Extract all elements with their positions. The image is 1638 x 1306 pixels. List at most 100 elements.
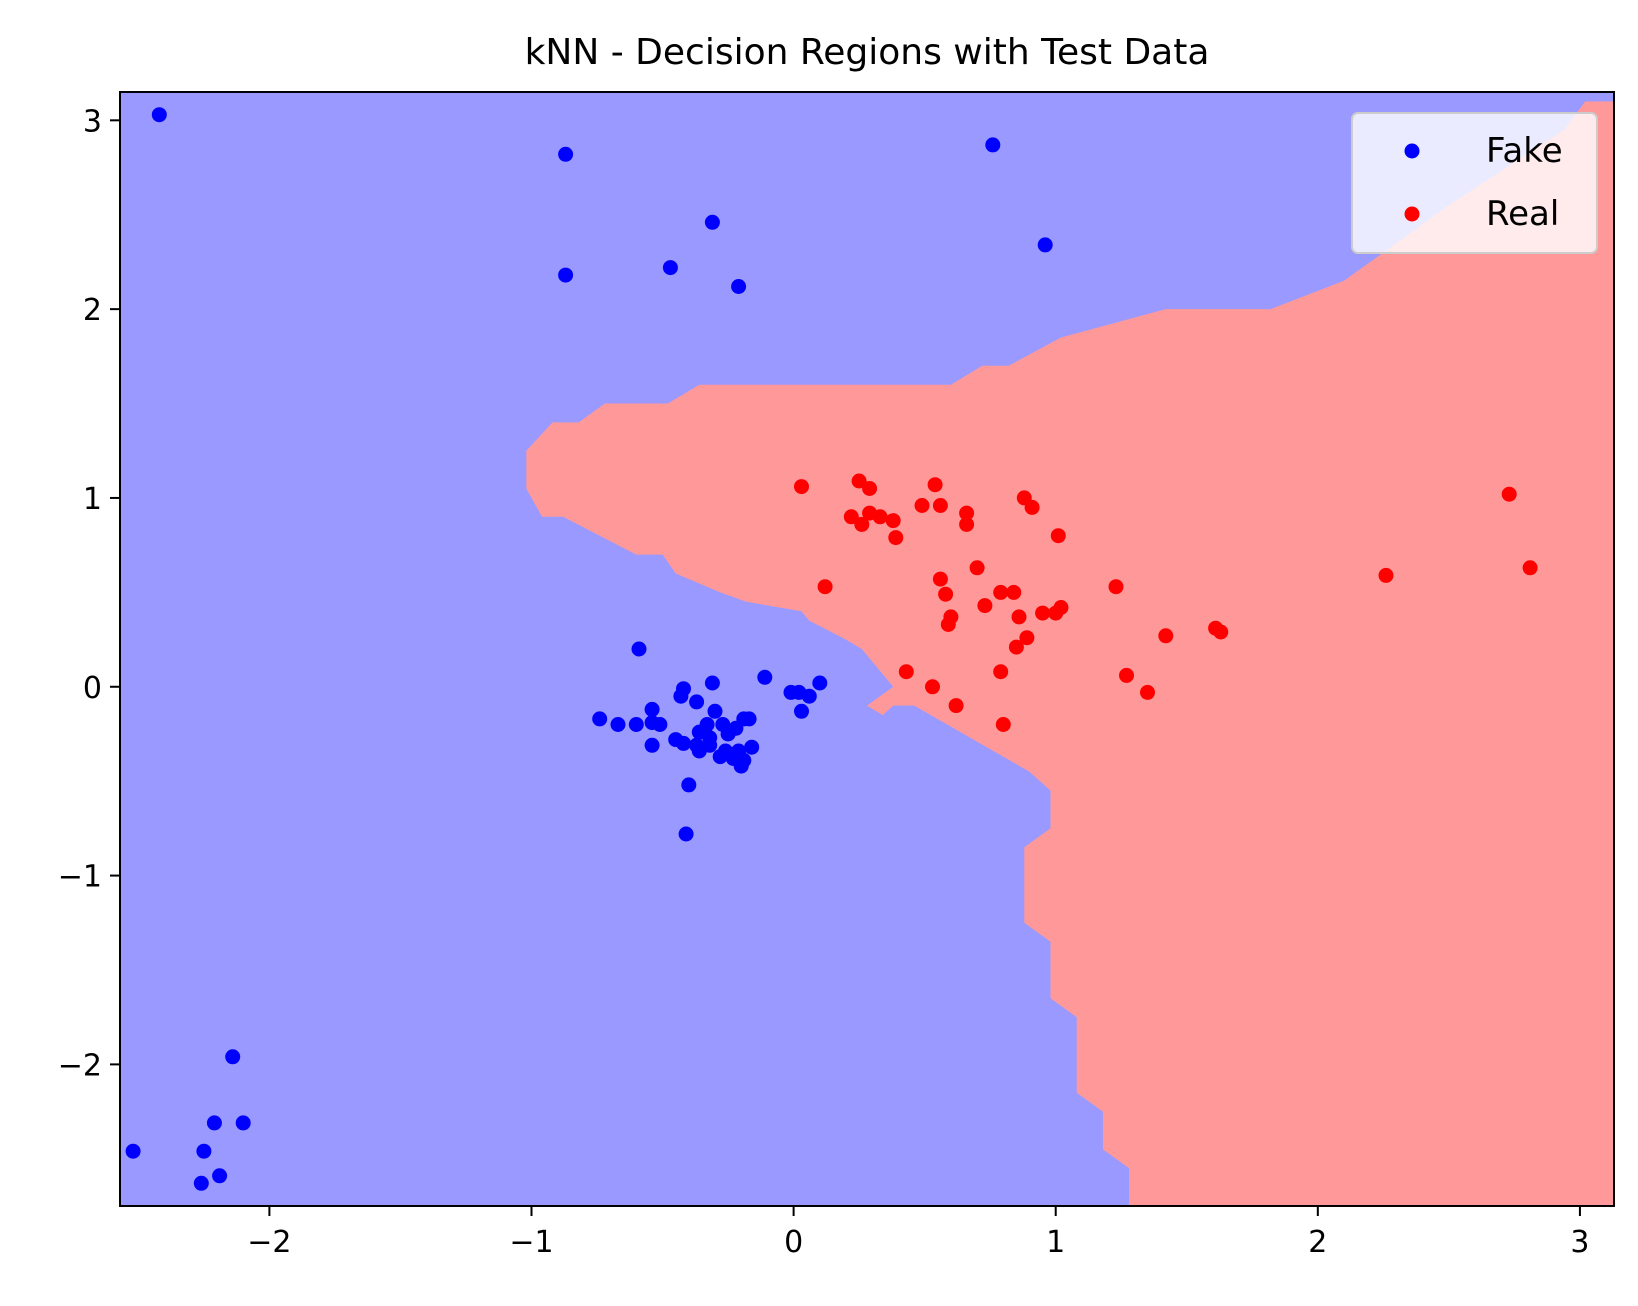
point-real [1024, 499, 1040, 515]
point-real [959, 505, 975, 521]
y-tick-label: −2 [58, 1048, 102, 1083]
point-fake [689, 694, 705, 710]
point-fake [757, 669, 773, 685]
legend-label-fake: Fake [1486, 131, 1563, 171]
y-tick-label: 2 [83, 293, 102, 328]
point-fake [206, 1115, 222, 1131]
point-real [1378, 567, 1394, 583]
point-real [843, 509, 859, 525]
point-fake [801, 688, 817, 704]
point-real [1019, 630, 1035, 646]
legend-label-real: Real [1486, 194, 1559, 234]
point-fake [631, 641, 647, 657]
point-real [1006, 584, 1022, 600]
point-real [932, 498, 948, 513]
point-fake [812, 675, 828, 691]
point-fake [733, 758, 749, 774]
point-real [1119, 667, 1134, 683]
legend-marker-real [1404, 206, 1420, 222]
point-real [1048, 605, 1064, 621]
point-fake [741, 711, 757, 727]
point-real [854, 516, 870, 532]
plot-frame [119, 91, 1615, 1207]
point-real [977, 598, 993, 614]
point-fake [558, 267, 574, 283]
point-real [938, 586, 954, 602]
point-real [851, 473, 867, 489]
point-real [885, 513, 901, 529]
point-fake [704, 214, 720, 230]
point-fake [125, 1143, 141, 1159]
point-fake [558, 146, 574, 162]
point-fake [652, 717, 668, 732]
y-tick-label: −1 [58, 860, 102, 895]
point-real [995, 717, 1011, 732]
point-fake [644, 701, 660, 717]
legend-marker-fake [1404, 143, 1420, 159]
point-real [993, 584, 1009, 600]
x-tick-label: 3 [1570, 1225, 1589, 1260]
x-tick-label: −1 [509, 1225, 553, 1260]
chart-title: kNN - Decision Regions with Test Data [525, 32, 1210, 73]
point-real [1008, 639, 1024, 655]
point-fake [731, 279, 747, 294]
point-real [932, 571, 948, 587]
legend: Fake Real [1351, 112, 1598, 254]
point-real [927, 477, 943, 493]
point-fake [644, 737, 660, 753]
data-points [125, 107, 1538, 1191]
point-real [817, 579, 833, 595]
point-fake [678, 826, 694, 842]
point-fake [628, 717, 644, 732]
x-tick-label: −2 [247, 1225, 291, 1260]
point-real [1140, 684, 1155, 700]
point-fake [592, 711, 608, 727]
point-real [1108, 579, 1124, 595]
point-fake [196, 1143, 212, 1159]
y-tick-label: 3 [83, 104, 102, 139]
point-fake [985, 137, 1001, 153]
point-fake [662, 260, 678, 276]
point-fake [707, 703, 723, 719]
point-real [888, 530, 904, 546]
point-real [925, 679, 940, 695]
point-fake [691, 743, 707, 759]
x-axis: −2 −1 0 1 2 3 [247, 1206, 1589, 1260]
point-real [1522, 560, 1538, 576]
point-fake [720, 726, 736, 742]
point-real [969, 560, 985, 576]
x-tick-label: 1 [1046, 1225, 1065, 1260]
point-fake [151, 107, 167, 123]
point-real [794, 479, 809, 495]
point-fake [681, 777, 697, 793]
point-real [1213, 624, 1229, 640]
x-tick-label: 0 [784, 1225, 803, 1260]
point-real [862, 481, 878, 496]
point-fake [676, 735, 691, 751]
y-tick-label: 0 [83, 671, 102, 706]
y-tick-label: 1 [83, 482, 102, 517]
point-real [959, 516, 975, 532]
point-real [1011, 609, 1027, 625]
point-real [914, 498, 930, 513]
point-real [940, 617, 956, 632]
point-fake [673, 688, 689, 704]
point-real [993, 664, 1009, 680]
region-real [526, 101, 1614, 1206]
point-fake [744, 739, 760, 755]
point-fake [212, 1168, 228, 1184]
point-fake [794, 703, 809, 719]
point-real [1158, 628, 1174, 644]
point-real [872, 509, 888, 525]
point-real [948, 698, 964, 714]
point-fake [235, 1115, 251, 1131]
point-fake [712, 749, 728, 765]
point-fake [610, 717, 626, 732]
x-tick-label: 2 [1308, 1225, 1327, 1260]
point-fake [193, 1175, 209, 1191]
point-fake [1037, 237, 1053, 253]
point-real [1501, 486, 1517, 502]
point-real [898, 664, 914, 680]
